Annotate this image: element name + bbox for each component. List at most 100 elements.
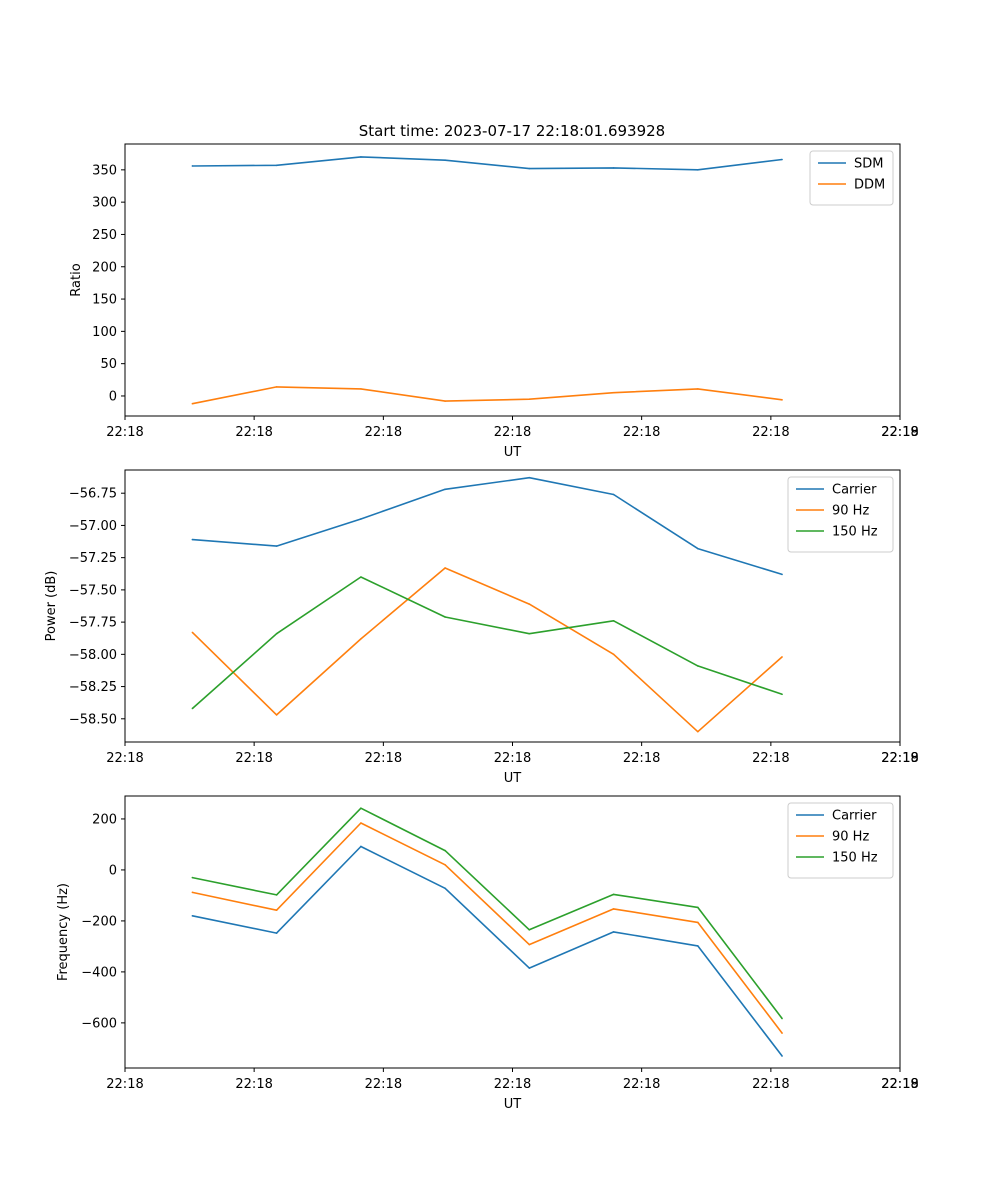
series-line-90-hz [192,822,783,1034]
x-axis: 22:18 22:18 22:18 22:18 22:18 22:18 22:1822:19… [106,416,919,460]
data-point-ddm [697,388,699,390]
series-line-150-hz [191,576,783,710]
y-tick-label: 0 [109,863,117,878]
x-tick-label: 22:18 [494,751,531,766]
x-tick-label: 22:18 [752,425,789,440]
data-point-90-hz [360,638,362,640]
data-point-sdm [612,167,615,169]
x-tick-label: 22:18 [235,425,272,440]
data-point-carrier [781,573,783,576]
data-point-carrier [275,932,278,934]
y-tick-label: −600 [81,1016,117,1031]
y-tick-label: −58.00 [69,648,117,663]
data-point-90-hz [444,567,446,569]
data-point-carrier [612,493,615,496]
data-point-ddm [360,388,362,390]
data-point-90-hz [612,653,615,656]
y-axis-label: Ratio [69,263,84,296]
data-point-150-hz [612,893,615,896]
x-tick-label: 22:19 [881,425,918,440]
data-point-carrier [781,1055,783,1057]
chart-title: Start time: 2023-07-17 22:18:01.693928 [359,122,665,140]
data-point-carrier [697,547,699,550]
data-point-sdm [528,167,531,170]
data-point-90-hz [528,603,531,605]
data-point-150-hz [191,707,194,710]
data-point-ddm [275,386,278,388]
x-axis-label: UT [504,445,522,460]
y-tick-label: 50 [100,357,117,372]
data-point-90-hz [697,921,699,924]
series-line-ddm [192,386,783,405]
data-point-ddm [612,391,615,394]
y-tick-label: 200 [92,260,117,275]
data-point-sdm [191,165,194,167]
power-panel: 22:18 22:18 22:18 22:18 22:18 22:18 22:1822:19… [44,469,919,786]
legend-box [787,802,894,879]
y-axis: −600 −400 −200 0 200 Frequency (Hz) [56,812,125,1031]
legend-label: DDM [854,178,885,193]
ratio-panel: 22:18 22:18 22:18 22:18 22:18 22:18 22:1822:19… [69,143,919,460]
data-point-carrier [191,538,194,541]
data-point-90-hz [612,908,615,910]
data-point-ddm [444,400,446,402]
y-tick-label: −57.50 [69,583,117,598]
data-point-150-hz [444,616,446,618]
data-point-sdm [697,169,699,171]
data-point-150-hz [528,632,531,635]
y-axis-label: Frequency (Hz) [56,883,71,981]
legend-box [787,476,894,553]
plot-frame [124,469,901,743]
plot-frame [124,795,901,1069]
data-point-90-hz [360,822,362,824]
y-tick-label: 350 [92,163,117,178]
legend: Carrier 90 Hz 150 Hz [787,476,894,553]
y-tick-label: −58.50 [69,712,117,727]
data-point-carrier [444,488,446,491]
x-tick-label: 22:18 [881,751,918,766]
data-point-90-hz [697,730,699,733]
x-tick-label: 22:18 [235,1077,272,1092]
y-tick-label: 0 [109,389,117,404]
data-point-150-hz [697,665,699,667]
x-tick-label: 22:18 [106,751,143,766]
x-tick-label: 22:18 [494,1077,531,1092]
data-point-150-hz [697,906,699,909]
data-point-150-hz [528,929,531,931]
x-tick-label: 22:18 [881,425,918,440]
x-tick-label: 22:18 [752,751,789,766]
legend: SDM DDM [809,150,894,206]
data-point-90-hz [444,864,446,866]
x-tick-label: 22:18 [623,751,660,766]
frequency-panel: 22:18 22:18 22:18 22:18 22:18 22:18 22:1822:19… [56,795,919,1112]
data-point-sdm [444,159,446,161]
data-point-150-hz [444,849,446,852]
y-tick-label: 250 [92,228,117,243]
x-tick-label: 22:18 [365,751,402,766]
data-point-carrier [528,476,531,479]
data-point-150-hz [275,632,278,635]
y-tick-label: 200 [92,812,117,827]
data-point-90-hz [528,943,531,946]
x-axis: 22:18 22:18 22:18 22:18 22:18 22:18 22:1822:19… [106,742,919,786]
y-axis-label: Power (dB) [44,571,59,642]
data-point-150-hz [191,876,194,879]
data-point-150-hz [360,576,362,578]
x-tick-label: 22:18 [235,751,272,766]
data-point-ddm [191,402,194,405]
y-tick-label: −57.25 [69,551,117,566]
y-tick-label: −58.25 [69,680,117,695]
series-line-90-hz [191,567,783,733]
data-point-carrier [444,887,446,890]
data-point-90-hz [191,631,194,634]
x-tick-label: 22:19 [881,1077,918,1092]
legend-label: SDM [854,157,883,172]
data-point-carrier [697,945,699,947]
data-point-90-hz [191,891,194,894]
plot-frame [124,143,901,417]
series-line-carrier [192,845,783,1057]
y-tick-label: −57.00 [69,519,117,534]
data-point-90-hz [275,909,278,912]
data-point-carrier [528,967,531,969]
